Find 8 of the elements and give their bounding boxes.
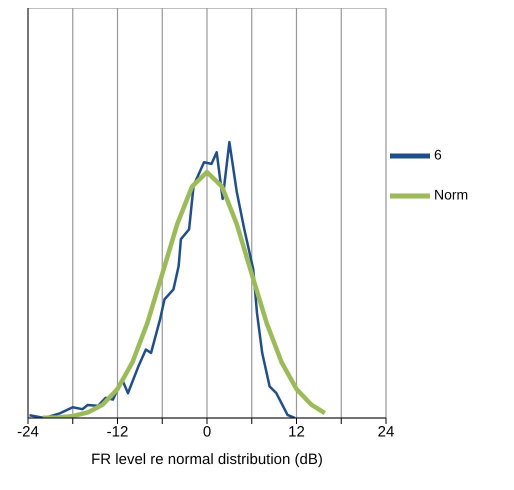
x-tick-label: 0 [202,424,212,441]
legend-label: 6 [434,146,442,163]
legend-label: Norm [434,186,468,203]
x-axis-title: FR level re normal distribution (dB) [91,451,323,468]
x-tick-label: 12 [288,424,305,441]
x-tick-label: -12 [106,424,128,441]
x-tick-label: -24 [17,424,39,441]
x-tick-label: 24 [378,424,394,441]
